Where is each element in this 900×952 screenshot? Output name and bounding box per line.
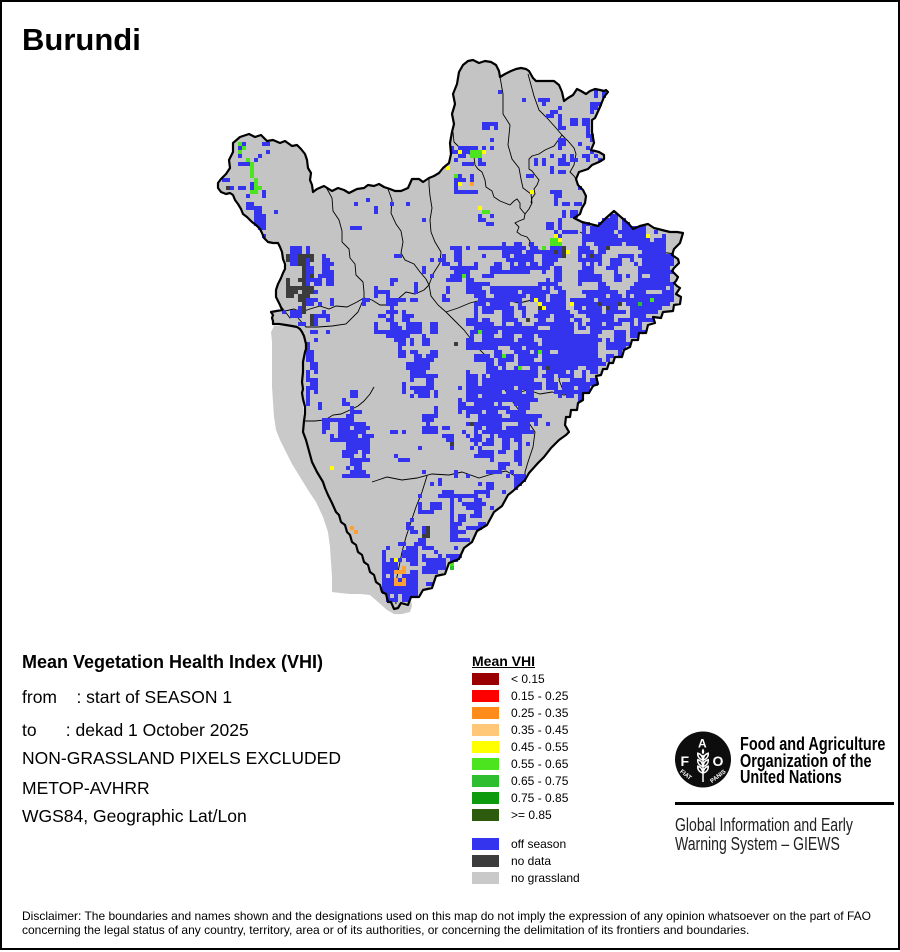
svg-text:O: O — [713, 753, 724, 769]
svg-text:F: F — [681, 753, 690, 769]
svg-text:A: A — [698, 737, 707, 751]
